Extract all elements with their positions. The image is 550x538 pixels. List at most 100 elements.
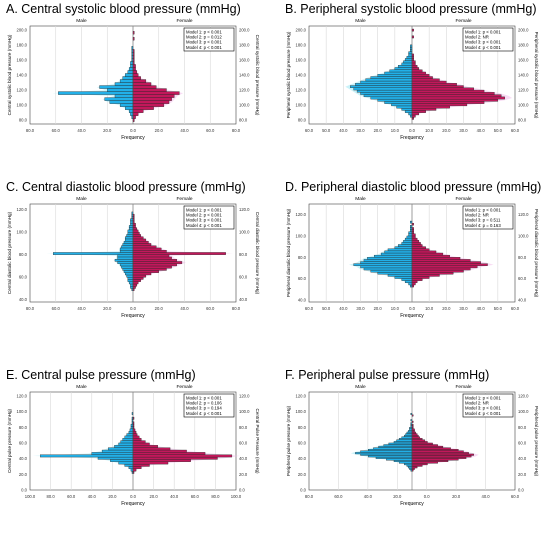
male-bar: [368, 455, 413, 458]
female-bar: [132, 91, 180, 95]
male-bar: [130, 64, 134, 68]
male-bar: [408, 233, 413, 237]
female-bar: [411, 282, 416, 286]
x-axis-label: Frequency: [121, 501, 145, 507]
male-bar: [125, 272, 134, 276]
female-label: Female: [177, 196, 193, 202]
female-bar: [132, 435, 140, 439]
male-bar: [386, 458, 413, 461]
stats-legend-entry: Model 2: p < 0.001: [186, 213, 222, 218]
female-bar: [411, 28, 414, 32]
male-bar: [101, 449, 134, 453]
x-tick-label: 10.0: [391, 306, 400, 311]
x-tick-label: 0.0: [130, 306, 136, 311]
male-bar: [130, 426, 134, 430]
female-bar: [132, 431, 137, 434]
male-bar: [404, 280, 413, 284]
male-bar: [125, 236, 134, 240]
male-bar: [123, 270, 134, 273]
male-bar: [360, 265, 413, 269]
female-bar: [411, 450, 464, 453]
y-tick-label: 80.0: [19, 252, 28, 257]
x-axis-label: Frequency: [121, 135, 145, 141]
male-bar: [384, 250, 413, 254]
male-bar: [128, 225, 134, 228]
y-tick-label: 40.0: [19, 297, 28, 302]
female-bar: [132, 109, 144, 113]
male-bar: [410, 46, 413, 50]
female-bar: [411, 112, 420, 116]
y-tick-label-right: 120.0: [239, 207, 250, 212]
female-bar: [411, 265, 478, 269]
male-bar: [406, 431, 413, 434]
y-tick-label: 0.0: [300, 488, 306, 493]
female-bar: [132, 67, 136, 71]
y-tick-label-right: 60.0: [518, 440, 527, 445]
male-bar: [128, 109, 134, 113]
male-bar: [378, 445, 413, 448]
x-axis-label: Frequency: [400, 135, 424, 141]
male-bar: [387, 274, 413, 277]
male-bar: [408, 51, 413, 55]
x-tick-label: 30.0: [459, 128, 468, 133]
female-bar: [411, 87, 474, 91]
male-bar: [410, 229, 413, 232]
female-bar: [411, 74, 430, 77]
stats-legend-box: [462, 393, 514, 418]
female-bar: [411, 458, 459, 461]
stats-legend-entry: Model 1: p < 0.001: [186, 208, 222, 213]
male-label: Male: [355, 196, 366, 202]
female-bar: [411, 250, 437, 254]
panel-d: D. Peripheral diastolic blood pressure (…: [283, 180, 550, 350]
female-bar: [411, 83, 457, 86]
female-bar: [132, 433, 138, 437]
y-axis-label-left: Central systolic blood pressure (mmHg): [7, 34, 12, 115]
y-tick-label: 80.0: [298, 118, 307, 123]
panel-c: C. Central diastolic blood pressure (mmH…: [4, 180, 274, 350]
male-bar: [127, 70, 134, 74]
female-bar: [132, 270, 159, 273]
male-bar: [40, 454, 134, 458]
female-bar: [132, 279, 141, 282]
male-bar: [123, 240, 134, 244]
male-bar: [394, 276, 413, 279]
x-tick-label: 60.0: [52, 306, 61, 311]
male-bar: [119, 250, 134, 253]
female-bar: [132, 447, 171, 451]
male-bar: [409, 427, 413, 430]
x-tick-label: 10.0: [391, 128, 400, 133]
female-bar: [132, 79, 147, 83]
y-axis-label-right: Peripheral diastolic blood pressure (mmH…: [534, 209, 539, 298]
female-bar: [411, 65, 418, 68]
female-bar: [411, 105, 450, 109]
x-tick-label: 40.0: [77, 306, 86, 311]
male-bar: [360, 92, 413, 95]
y-tick-label: 200.0: [17, 27, 28, 32]
chart-svg: 60.0 50.0 40.0 30.0 20.0 10.0 0.0 10.0 20.0 30.0 4…: [286, 18, 539, 141]
female-bar: [132, 456, 218, 460]
x-axis-label: Frequency: [121, 313, 145, 319]
male-bar: [401, 436, 413, 439]
female-label: Female: [456, 384, 472, 390]
panel-title: B. Peripheral systolic blood pressure (m…: [285, 2, 537, 16]
female-bar: [411, 94, 502, 98]
male-bar: [126, 234, 134, 237]
male-label: Male: [355, 18, 366, 24]
y-tick-label-right: 0.0: [239, 488, 245, 493]
y-tick-label: 140.0: [296, 73, 307, 78]
x-tick-label: 80.0: [26, 128, 35, 133]
male-bar: [360, 453, 413, 456]
male-bar: [398, 244, 413, 247]
male-bar: [406, 55, 413, 59]
female-bar: [132, 106, 154, 110]
female-bar: [411, 85, 464, 88]
y-tick-label: 180.0: [296, 42, 307, 47]
male-bar: [408, 112, 413, 116]
stats-legend-entry: Model 4: p < 0.001: [186, 45, 222, 50]
female-bar: [132, 281, 139, 285]
female-bar: [411, 430, 415, 433]
female-bar: [411, 464, 423, 467]
y-tick-label-right: 120.0: [518, 88, 529, 93]
y-tick-label-right: 20.0: [518, 472, 527, 477]
stats-legend-entry: Model 3: p = 0.511: [465, 218, 501, 223]
